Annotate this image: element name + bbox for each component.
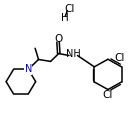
Text: NH: NH bbox=[66, 49, 80, 59]
Text: N: N bbox=[25, 64, 32, 74]
Text: Cl: Cl bbox=[64, 4, 75, 14]
Text: O: O bbox=[54, 34, 62, 44]
Text: H: H bbox=[61, 13, 69, 23]
Text: Cl: Cl bbox=[115, 53, 125, 63]
Text: Cl: Cl bbox=[103, 90, 113, 100]
